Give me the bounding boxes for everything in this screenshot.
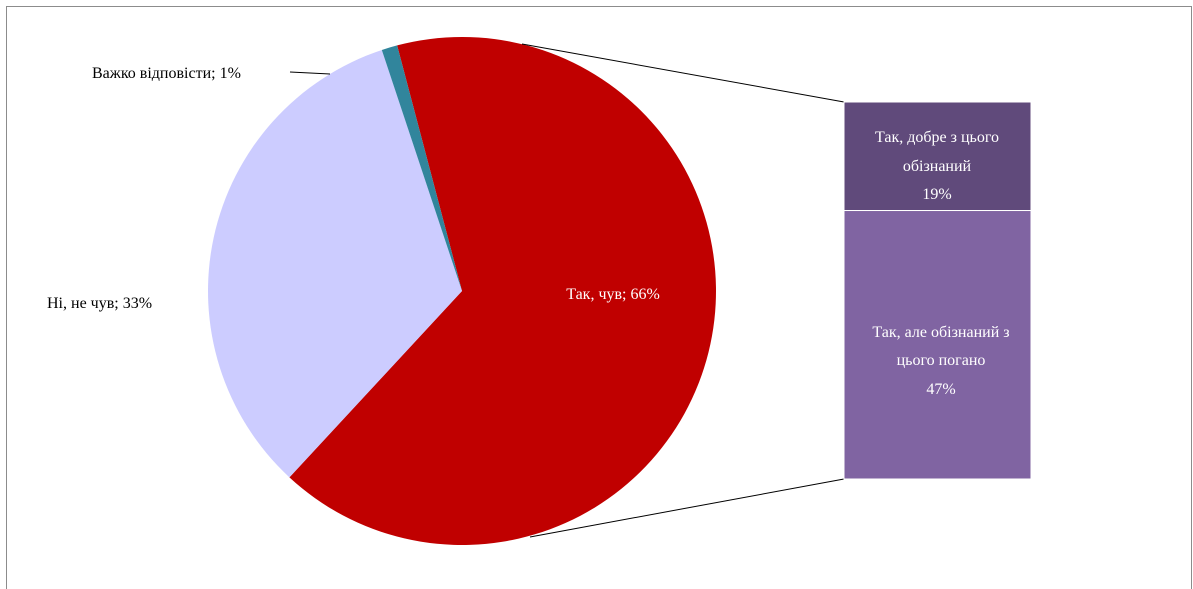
- pie-slice-no: [208, 49, 462, 478]
- bar-seg2-line3: 47%: [926, 381, 955, 398]
- pie-slice-hard: [381, 45, 462, 292]
- connector-top: [521, 43, 845, 103]
- bar-seg1-line1: Так, добре з цього: [875, 129, 999, 146]
- pie-slices: [208, 37, 716, 546]
- breakdown-segment-2: [843, 210, 1032, 480]
- data-labels: Так, чув; 66% Ні, не чув; 33% Важко відп…: [47, 65, 1010, 398]
- connector-lines: [521, 43, 845, 538]
- connector-bottom: [529, 478, 845, 538]
- slice-label-hard: Важко відповісти; 1%: [92, 65, 241, 82]
- bar-seg1-line2: обізнаний: [903, 158, 972, 175]
- breakdown-bar: [843, 101, 1032, 480]
- leader-line-hard: [289, 71, 331, 75]
- bar-seg1-line3: 19%: [922, 186, 951, 203]
- pie-slice-yes: [289, 37, 716, 546]
- bar-seg2-line1: Так, але обізнаний з: [872, 324, 1009, 341]
- bar-seg2-line2: цього погано: [897, 352, 986, 369]
- slice-label-no: Ні, не чув; 33%: [47, 295, 152, 312]
- slice-label-yes: Так, чув; 66%: [566, 286, 660, 303]
